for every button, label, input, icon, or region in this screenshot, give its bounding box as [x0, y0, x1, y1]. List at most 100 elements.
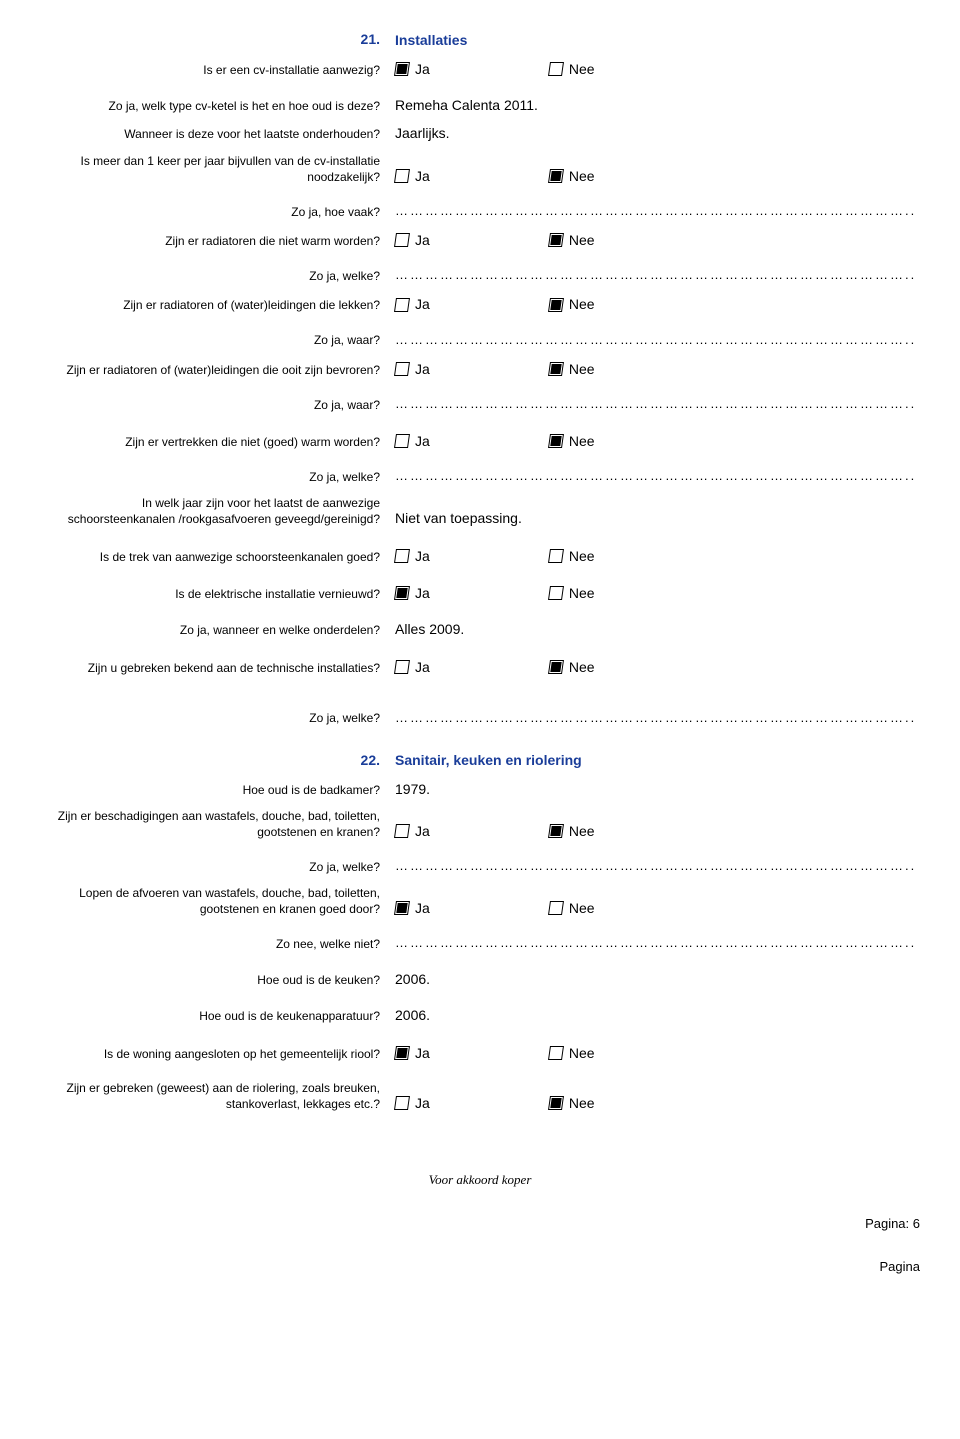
chk-lekken-ja[interactable] [394, 298, 410, 312]
chk-riolering-nee[interactable] [548, 1096, 564, 1110]
lbl-ja: Ja [415, 231, 545, 249]
chk-riool-ja[interactable] [394, 1046, 410, 1060]
q-welke2: Zo ja, welke? [40, 469, 395, 485]
a-welke4: ………………………………………………………………………………………….. [395, 858, 920, 875]
lbl-ja: Ja [415, 432, 545, 450]
lbl-nee: Nee [569, 899, 699, 917]
q-riolering: Zijn er gebreken (geweest) aan de rioler… [40, 1080, 395, 1112]
chk-bijvullen-ja[interactable] [394, 169, 410, 183]
chk-gebreken-ja[interactable] [394, 660, 410, 674]
lbl-nee: Nee [569, 295, 699, 313]
a-type: Remeha Calenta 2011. [395, 96, 920, 114]
chk-afvoeren-ja[interactable] [394, 901, 410, 915]
lbl-ja: Ja [415, 360, 545, 378]
chk-cv-nee[interactable] [548, 62, 564, 76]
a-badkamer: 1979. [395, 780, 920, 798]
lbl-nee: Nee [569, 1094, 699, 1112]
lbl-nee: Nee [569, 822, 699, 840]
q-trek: Is de trek van aanwezige schoorsteenkana… [40, 549, 395, 565]
q-cv-aanwezig: Is er een cv-installatie aanwezig? [40, 62, 395, 78]
a-schoorsteen: Niet van toepassing. [395, 509, 920, 527]
a-hoevaak: ………………………………………………………………………………………….. [395, 203, 920, 220]
a-welkeniet: ………………………………………………………………………………………….. [395, 935, 920, 952]
lbl-ja: Ja [415, 822, 545, 840]
chk-bevroren-ja[interactable] [394, 362, 410, 376]
lbl-ja: Ja [415, 60, 545, 78]
q-schoorsteen: In welk jaar zijn voor het laatst de aan… [40, 495, 395, 527]
chk-vertrekken-nee[interactable] [548, 434, 564, 448]
q-waar1: Zo ja, waar? [40, 332, 395, 348]
lbl-nee: Nee [569, 432, 699, 450]
q-beschadigingen: Zijn er beschadigingen aan wastafels, do… [40, 808, 395, 840]
section-22-num: 22. [361, 752, 380, 768]
q-gebreken: Zijn u gebreken bekend aan de technische… [40, 660, 395, 676]
section-21-title: Installaties [395, 32, 467, 48]
q-badkamer: Hoe oud is de badkamer? [40, 782, 395, 798]
chk-lekken-nee[interactable] [548, 298, 564, 312]
lbl-ja: Ja [415, 1094, 545, 1112]
q-welke4: Zo ja, welke? [40, 859, 395, 875]
lbl-nee: Nee [569, 584, 699, 602]
lbl-nee: Nee [569, 231, 699, 249]
chk-beschadigingen-ja[interactable] [394, 824, 410, 838]
a-apparatuur: 2006. [395, 1006, 920, 1024]
q-riool: Is de woning aangesloten op het gemeente… [40, 1046, 395, 1062]
a-waar2: ………………………………………………………………………………………….. [395, 396, 920, 413]
lbl-ja: Ja [415, 658, 545, 676]
chk-riool-nee[interactable] [548, 1046, 564, 1060]
q-afvoeren: Lopen de afvoeren van wastafels, douche,… [40, 885, 395, 917]
lbl-ja: Ja [415, 899, 545, 917]
lbl-ja: Ja [415, 584, 545, 602]
lbl-nee: Nee [569, 60, 699, 78]
q-wanneer: Zo ja, wanneer en welke onderdelen? [40, 622, 395, 638]
lbl-nee: Nee [569, 547, 699, 565]
a-onderhoud: Jaarlijks. [395, 124, 920, 142]
lbl-nee: Nee [569, 1044, 699, 1062]
q-bevroren: Zijn er radiatoren of (water)leidingen d… [40, 362, 395, 378]
chk-bijvullen-nee[interactable] [548, 169, 564, 183]
q-vertrekken: Zijn er vertrekken die niet (goed) warm … [40, 434, 395, 450]
chk-vertrekken-ja[interactable] [394, 434, 410, 448]
a-wanneer: Alles 2009. [395, 620, 920, 638]
a-waar1: ………………………………………………………………………………………….. [395, 332, 920, 349]
chk-trek-nee[interactable] [548, 549, 564, 563]
q-hoevaak: Zo ja, hoe vaak? [40, 204, 395, 220]
chk-elek-ja[interactable] [394, 586, 410, 600]
q-waar2: Zo ja, waar? [40, 397, 395, 413]
lbl-nee: Nee [569, 658, 699, 676]
chk-beschadigingen-nee[interactable] [548, 824, 564, 838]
footer-akkoord: Voor akkoord koper [40, 1172, 920, 1188]
page-label: Pagina [40, 1259, 920, 1274]
lbl-ja: Ja [415, 295, 545, 313]
q-elek: Is de elektrische installatie vernieuwd? [40, 586, 395, 602]
q-apparatuur: Hoe oud is de keukenapparatuur? [40, 1008, 395, 1024]
q-welkeniet: Zo nee, welke niet? [40, 936, 395, 952]
chk-trek-ja[interactable] [394, 549, 410, 563]
a-welke3: ………………………………………………………………………………………….. [395, 710, 920, 727]
chk-radwarm-ja[interactable] [394, 233, 410, 247]
a-welke1: ………………………………………………………………………………………….. [395, 267, 920, 284]
q-welke3: Zo ja, welke? [40, 710, 395, 726]
lbl-nee: Nee [569, 360, 699, 378]
lbl-ja: Ja [415, 547, 545, 565]
section-22-title: Sanitair, keuken en riolering [395, 752, 582, 768]
lbl-nee: Nee [569, 167, 699, 185]
section-21-num: 21. [361, 31, 380, 47]
q-onderhoud: Wanneer is deze voor het laatste onderho… [40, 126, 395, 142]
chk-gebreken-nee[interactable] [548, 660, 564, 674]
chk-afvoeren-nee[interactable] [548, 901, 564, 915]
chk-cv-ja[interactable] [394, 62, 410, 76]
page-number: Pagina: 6 [40, 1216, 920, 1231]
chk-riolering-ja[interactable] [394, 1096, 410, 1110]
q-keuken: Hoe oud is de keuken? [40, 972, 395, 988]
q-type: Zo ja, welk type cv-ketel is het en hoe … [40, 98, 395, 114]
q-lekken: Zijn er radiatoren of (water)leidingen d… [40, 297, 395, 313]
lbl-ja: Ja [415, 167, 545, 185]
chk-radwarm-nee[interactable] [548, 233, 564, 247]
q-welke1: Zo ja, welke? [40, 268, 395, 284]
a-welke2: ………………………………………………………………………………………….. [395, 468, 920, 485]
chk-elek-nee[interactable] [548, 586, 564, 600]
chk-bevroren-nee[interactable] [548, 362, 564, 376]
q-radwarm: Zijn er radiatoren die niet warm worden? [40, 233, 395, 249]
lbl-ja: Ja [415, 1044, 545, 1062]
